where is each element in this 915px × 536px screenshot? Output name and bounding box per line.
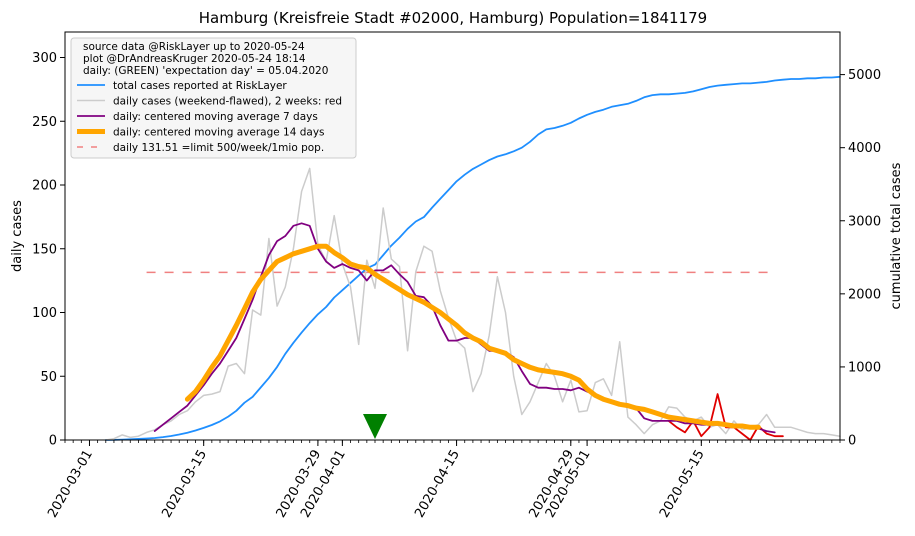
y-left-tick-label: 0	[49, 434, 57, 449]
x-tick-label: 2020-03-01	[45, 448, 96, 521]
legend-entry-label: daily: centered moving average 14 days	[113, 127, 325, 139]
y-axis-left-label: daily cases	[10, 200, 25, 272]
y-axis-right-label: cumulative total cases	[889, 162, 904, 309]
y-left-tick-label: 50	[40, 370, 57, 385]
series-line-4	[184, 243, 761, 430]
y-right-tick-label: 1000	[848, 360, 881, 375]
x-tick-label: 2020-05-15	[657, 448, 708, 521]
x-tick-label: 2020-03-15	[159, 448, 210, 521]
y-right-tick-label: 3000	[848, 214, 881, 229]
y-right-tick-label: 4000	[848, 141, 881, 156]
annotation-layer	[363, 414, 387, 439]
series-layer	[104, 75, 841, 441]
legend-entry-label: daily cases (weekend-flawed), 2 weeks: r…	[113, 96, 342, 108]
y-left-tick-label: 100	[32, 306, 57, 321]
y-right-tick-label: 2000	[848, 287, 881, 302]
legend-note: daily: (GREEN) 'expectation day' = 05.04…	[83, 65, 328, 77]
series-line-0	[104, 75, 841, 441]
chart-title: Hamburg (Kreisfreie Stadt #02000, Hambur…	[199, 9, 707, 27]
legend: source data @RiskLayer up to 2020-05-24p…	[70, 37, 357, 159]
x-tick-label: 2020-04-15	[412, 448, 463, 521]
plot-frame	[64, 31, 841, 441]
legend-entry-label: daily: centered moving average 7 days	[113, 111, 318, 123]
y-left-tick-label: 300	[32, 51, 57, 66]
y-left-tick-label: 250	[32, 115, 57, 130]
expectation-day-marker	[363, 414, 387, 439]
legend-box	[70, 37, 357, 159]
legend-note: plot @DrAndreasKruger 2020-05-24 18:14	[83, 53, 306, 65]
legend-entry-label: daily 131.51 =limit 500/week/1mio pop.	[113, 142, 324, 154]
y-right-tick-label: 5000	[848, 68, 881, 83]
y-left-tick-label: 200	[32, 179, 57, 194]
legend-note: source data @RiskLayer up to 2020-05-24	[83, 41, 305, 53]
y-right-tick-label: 0	[848, 434, 856, 449]
y-left-tick-label: 150	[32, 242, 57, 257]
legend-entry-label: total cases reported at RiskLayer	[113, 80, 287, 92]
series-line-1	[105, 167, 841, 441]
